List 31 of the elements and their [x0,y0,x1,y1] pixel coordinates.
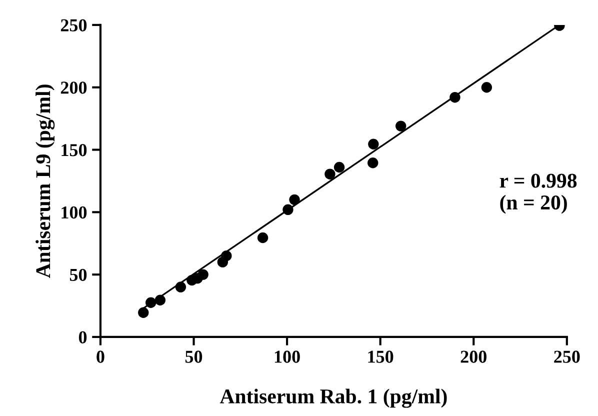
x-tick-label: 50 [185,350,202,363]
point [257,232,268,244]
y-tick-label: 0 [78,331,87,344]
point [154,294,166,306]
point [334,162,345,173]
point [221,250,232,262]
y-tick-label: 150 [62,144,87,156]
point [481,82,492,93]
point [368,138,379,150]
y-axis-title: Antiserum L9 (pg/ml) [36,84,55,278]
point [289,194,300,206]
point [324,168,336,180]
y-tick-label: 250 [60,19,87,32]
point [368,158,378,168]
point [138,307,149,318]
point [145,297,156,308]
x-tick-label: 200 [460,350,486,363]
x-tick-label: 150 [368,350,394,363]
x-axis-title: Antiserum Rab. 1 (pg/ml) [220,388,447,408]
point [175,282,186,292]
x-tick-label: 0 [96,350,104,363]
point [450,92,460,103]
point [198,269,208,280]
y-tick-label: 100 [62,206,87,219]
x-tick-label: 250 [554,350,580,363]
y-tick-label: 50 [70,268,87,281]
point [396,120,406,132]
annotation: r = 0.998 (n = 20) [500,174,577,214]
y-tick-label: 200 [60,82,87,94]
x-tick-label: 100 [274,350,300,363]
point [282,204,294,216]
